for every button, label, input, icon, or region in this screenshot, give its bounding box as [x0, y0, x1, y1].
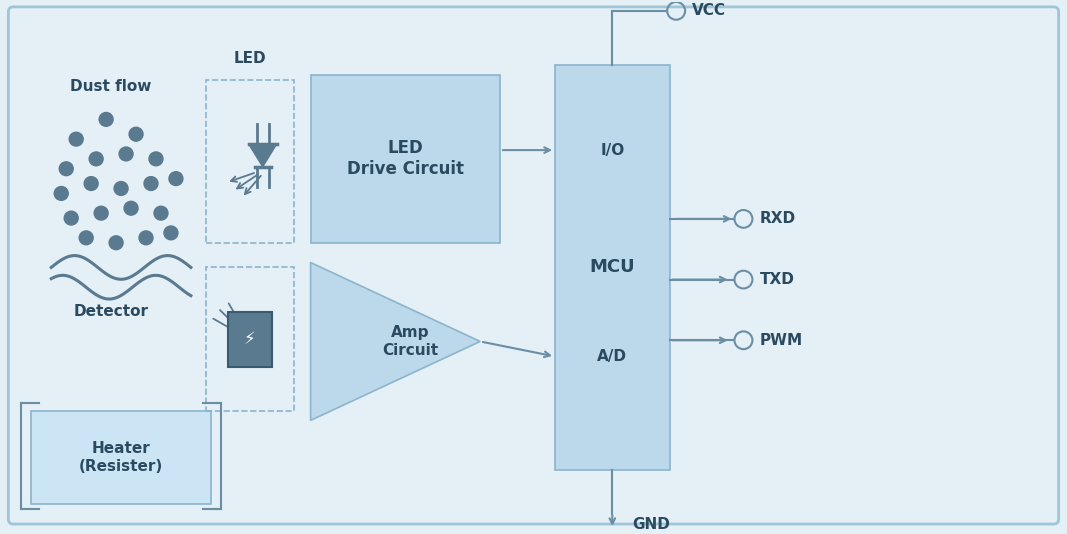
- Polygon shape: [310, 263, 480, 420]
- Circle shape: [60, 162, 74, 176]
- Circle shape: [129, 127, 143, 141]
- Text: PWM: PWM: [760, 333, 802, 348]
- Circle shape: [149, 152, 163, 166]
- Circle shape: [154, 206, 168, 220]
- Circle shape: [114, 182, 128, 195]
- Text: LED
Drive Circuit: LED Drive Circuit: [347, 139, 464, 178]
- Circle shape: [90, 152, 103, 166]
- Circle shape: [99, 113, 113, 127]
- FancyBboxPatch shape: [31, 411, 211, 504]
- Text: Amp
Circuit: Amp Circuit: [382, 325, 439, 358]
- Text: MCU: MCU: [589, 258, 635, 277]
- Circle shape: [144, 177, 158, 191]
- Text: I/O: I/O: [600, 143, 624, 158]
- Circle shape: [124, 201, 138, 215]
- Circle shape: [164, 226, 178, 240]
- Circle shape: [84, 177, 98, 191]
- Circle shape: [94, 206, 108, 220]
- Text: TXD: TXD: [760, 272, 794, 287]
- FancyBboxPatch shape: [227, 312, 272, 367]
- Polygon shape: [249, 144, 276, 167]
- Text: Dust flow: Dust flow: [70, 80, 152, 95]
- Circle shape: [109, 236, 123, 250]
- Text: GND: GND: [633, 516, 670, 531]
- Circle shape: [120, 147, 133, 161]
- Text: ⚡: ⚡: [244, 331, 256, 349]
- Text: Heater
(Resister): Heater (Resister): [79, 441, 163, 474]
- FancyBboxPatch shape: [555, 65, 670, 470]
- Circle shape: [69, 132, 83, 146]
- Circle shape: [54, 186, 68, 200]
- Text: LED: LED: [234, 51, 266, 66]
- FancyBboxPatch shape: [9, 7, 1058, 524]
- Text: RXD: RXD: [760, 211, 796, 226]
- Text: Detector: Detector: [74, 304, 148, 319]
- FancyBboxPatch shape: [310, 75, 500, 243]
- Circle shape: [79, 231, 93, 245]
- Circle shape: [139, 231, 153, 245]
- Circle shape: [64, 211, 78, 225]
- Text: A/D: A/D: [598, 349, 627, 364]
- Text: VCC: VCC: [692, 3, 726, 18]
- Circle shape: [169, 172, 182, 185]
